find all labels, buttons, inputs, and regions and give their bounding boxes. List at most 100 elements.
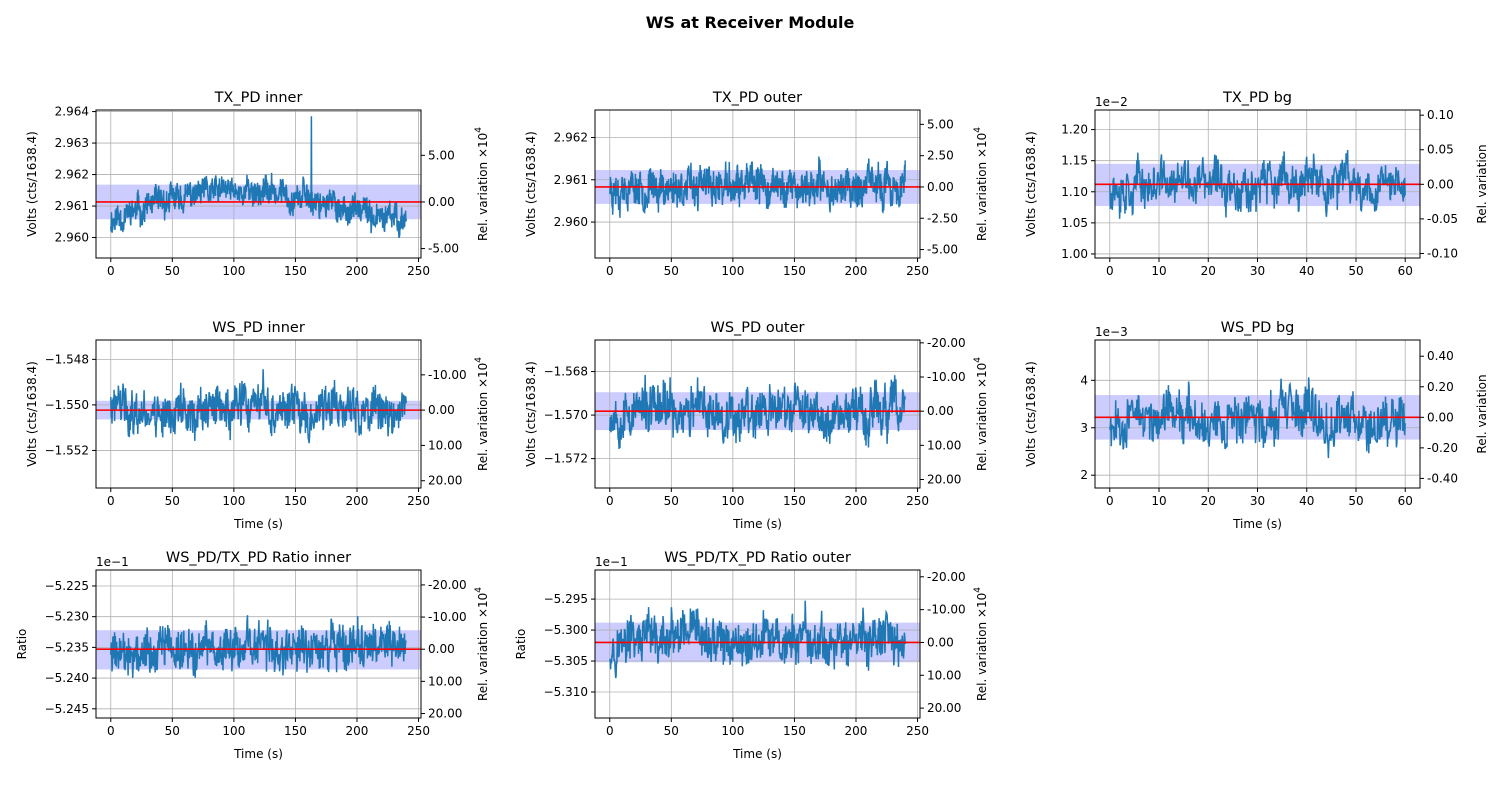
x-tick-label: 100 (222, 264, 245, 278)
y2-tick-label: -10.00 (927, 370, 966, 384)
axes-frame (594, 339, 921, 489)
y-tick-label: 1.00 (1061, 247, 1088, 261)
data-series-line (1109, 377, 1406, 459)
y-tick-label: −1.550 (45, 398, 89, 412)
x-tick-label: 0 (107, 724, 115, 738)
x-tick-label: 20 (1201, 494, 1216, 508)
subplot-title: WS_PD/TX_PD Ratio inner (166, 550, 351, 566)
y2-axis-label-exponent: 4 (973, 127, 983, 133)
y2-tick-label: -5.00 (428, 242, 459, 256)
x-tick-label: 60 (1398, 264, 1413, 278)
x-tick-label: 100 (721, 724, 744, 738)
y2-axis-label: Rel. variation ×104 (973, 587, 989, 701)
axes-frame (594, 569, 921, 719)
x-tick-label: 10 (1151, 264, 1166, 278)
y-tick-label: −5.310 (544, 685, 588, 699)
y2-axis-label-exponent: 4 (973, 357, 983, 363)
y-tick-label: −5.240 (45, 671, 89, 685)
y2-axis-label-text: Rel. variation (1475, 144, 1489, 223)
x-tick-label: 0 (606, 724, 614, 738)
x-tick-label: 50 (664, 724, 679, 738)
y2-tick-label: 5.00 (927, 117, 954, 131)
y2-tick-label: 0.05 (1427, 143, 1454, 157)
x-tick-label: 150 (284, 724, 307, 738)
x-tick-label: 250 (407, 494, 430, 508)
y2-axis-label-text: Rel. variation ×10 (476, 363, 490, 471)
x-tick-label: 100 (222, 724, 245, 738)
y-axis-label: Ratio (15, 629, 29, 660)
x-tick-label: 0 (107, 264, 115, 278)
y-axis-label: Volts (cts/1638.4) (25, 361, 39, 467)
y-tick-label: 1.05 (1061, 216, 1088, 230)
y2-tick-label: 0.00 (1427, 410, 1454, 424)
y-offset-text: 1e−2 (1095, 95, 1128, 109)
x-tick-label: 150 (783, 264, 806, 278)
subplot-tx-pd-bg: 0 10 20 30 40 50 60 1.00 1.05 1.10 1.15 1.20 0.10 0.0… (1024, 90, 1489, 278)
x-tick-label: 200 (346, 494, 369, 508)
axes-frame (95, 569, 422, 719)
subplot-title: WS_PD inner (212, 320, 305, 336)
x-tick-label: 50 (1348, 264, 1363, 278)
x-tick-label: 100 (222, 494, 245, 508)
y2-tick-label: -20.00 (927, 570, 966, 584)
x-tick-label: 250 (407, 724, 430, 738)
x-tick-label: 200 (346, 724, 369, 738)
x-tick-label: 200 (845, 264, 868, 278)
y2-tick-label: -0.05 (1427, 212, 1458, 226)
y2-axis-label: Rel. variation (1475, 144, 1489, 223)
subplot-title: WS_PD bg (1221, 320, 1295, 336)
axes-frame (95, 109, 422, 259)
y-tick-label: 2.962 (55, 168, 89, 182)
x-axis-label: Time (s) (732, 747, 782, 761)
y2-axis-label: Rel. variation ×104 (474, 357, 490, 471)
y-axis-label: Volts (cts/1638.4) (1024, 131, 1038, 237)
figure-suptitle: WS at Receiver Module (645, 13, 855, 32)
subplot-ws-pd-bg: 0 10 20 30 40 50 60 2 3 4 0.40 0.20 0.00 -0.20 -0.40 WS… (1024, 320, 1489, 531)
y-offset-text: 1e−1 (595, 555, 628, 569)
y-tick-label: 2.960 (55, 231, 89, 245)
y-tick-label: −1.570 (544, 408, 588, 422)
y2-tick-label: 10.00 (927, 668, 961, 682)
y2-tick-label: 20.00 (927, 473, 961, 487)
x-tick-label: 50 (664, 264, 679, 278)
y-tick-label: −5.295 (544, 592, 588, 606)
y2-axis-label-text: Rel. variation ×10 (476, 593, 490, 701)
x-tick-label: 200 (845, 724, 868, 738)
x-tick-label: 50 (664, 494, 679, 508)
y-axis-label: Volts (cts/1638.4) (524, 361, 538, 467)
y2-tick-label: -10.00 (927, 603, 966, 617)
y-tick-label: −5.235 (45, 640, 89, 654)
x-tick-label: 40 (1299, 494, 1314, 508)
y-tick-label: 1.15 (1061, 154, 1088, 168)
x-tick-label: 50 (165, 724, 180, 738)
y-axis-label: Volts (cts/1638.4) (25, 131, 39, 237)
subplot-tx-pd-inner: 0 50 100 150 200 250 2.960 2.961 2.962 2.963 2.964… (25, 90, 490, 278)
y2-axis-label: Rel. variation ×104 (973, 357, 989, 471)
y-tick-label: 2 (1080, 468, 1088, 482)
x-tick-label: 100 (721, 264, 744, 278)
axes-frame (594, 109, 921, 259)
y-offset-text: 1e−1 (96, 555, 129, 569)
y2-tick-label: 0.00 (428, 403, 455, 417)
data-series-line (609, 374, 906, 450)
x-tick-label: 200 (845, 494, 868, 508)
y2-tick-label: 10.00 (428, 674, 462, 688)
y2-axis-label-exponent: 4 (474, 357, 484, 363)
x-tick-label: 250 (906, 494, 929, 508)
x-tick-label: 50 (165, 264, 180, 278)
y2-tick-label: -10.00 (428, 368, 467, 382)
y2-tick-label: -20.00 (428, 578, 467, 592)
data-series-line (609, 600, 906, 679)
x-tick-label: 10 (1151, 494, 1166, 508)
data-series-line (110, 615, 407, 678)
x-axis-label: Time (s) (233, 517, 283, 531)
x-axis-label: Time (s) (1232, 517, 1282, 531)
y2-tick-label: 0.00 (428, 642, 455, 656)
y2-tick-label: 0.00 (428, 195, 455, 209)
y2-tick-label: 0.00 (927, 404, 954, 418)
x-tick-label: 150 (783, 494, 806, 508)
y2-tick-label: 0.00 (1427, 177, 1454, 191)
x-tick-label: 0 (606, 494, 614, 508)
y2-axis-label-exponent: 4 (973, 587, 983, 593)
x-tick-label: 100 (721, 494, 744, 508)
